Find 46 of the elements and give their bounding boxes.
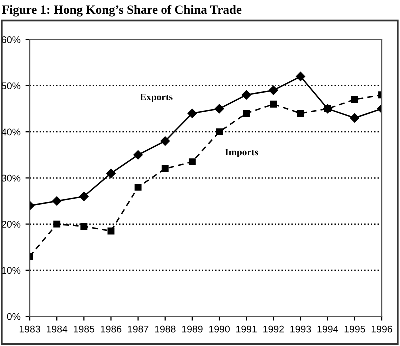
y-tick-label: 30%: [2, 174, 21, 182]
point: [160, 136, 170, 146]
point: [134, 184, 142, 191]
x-tick-label: 1985: [74, 326, 95, 333]
point: [269, 86, 278, 96]
point: [270, 100, 278, 108]
series-label: Imports: [225, 149, 258, 158]
point: [188, 158, 196, 166]
point: [188, 108, 198, 118]
x-tick-label: 1987: [128, 326, 149, 333]
point: [80, 223, 88, 230]
point: [214, 104, 224, 114]
y-tick-label: 0%: [7, 313, 21, 320]
x-tick-label: 1993: [290, 326, 312, 333]
point: [242, 90, 252, 100]
x-tick-label: 1996: [372, 326, 392, 333]
x-tick-label: 1989: [182, 326, 203, 333]
point: [134, 150, 143, 160]
point: [350, 114, 360, 123]
point: [162, 165, 169, 172]
point: [108, 228, 115, 235]
point: [243, 110, 250, 118]
x-tick-label: 1986: [101, 326, 122, 333]
x-tick-label: 1994: [318, 326, 338, 333]
y-tick-label: 40%: [2, 128, 21, 136]
series-label: Exports: [140, 94, 173, 102]
y-tick-label: 60%: [2, 36, 21, 44]
point: [54, 220, 61, 228]
y-tick-label: 20%: [2, 221, 21, 228]
point: [80, 192, 89, 202]
x-tick-label: 1984: [47, 326, 68, 333]
y-tick-label: 50%: [2, 82, 21, 90]
x-tick-label: 1990: [209, 326, 230, 333]
x-tick-label: 1995: [344, 326, 366, 333]
point: [296, 72, 306, 82]
chart-title: Figure 1: Hong Kong’s Share of China Trade: [2, 5, 242, 17]
x-tick-label: 1983: [20, 326, 40, 333]
point: [216, 128, 224, 136]
point: [351, 96, 358, 104]
point: [297, 110, 304, 118]
y-tick-label: 10%: [2, 267, 21, 274]
x-tick-label: 1992: [264, 326, 284, 333]
x-tick-label: 1991: [236, 326, 257, 333]
point: [106, 168, 116, 178]
x-tick-label: 1988: [155, 326, 176, 333]
point: [52, 196, 62, 206]
